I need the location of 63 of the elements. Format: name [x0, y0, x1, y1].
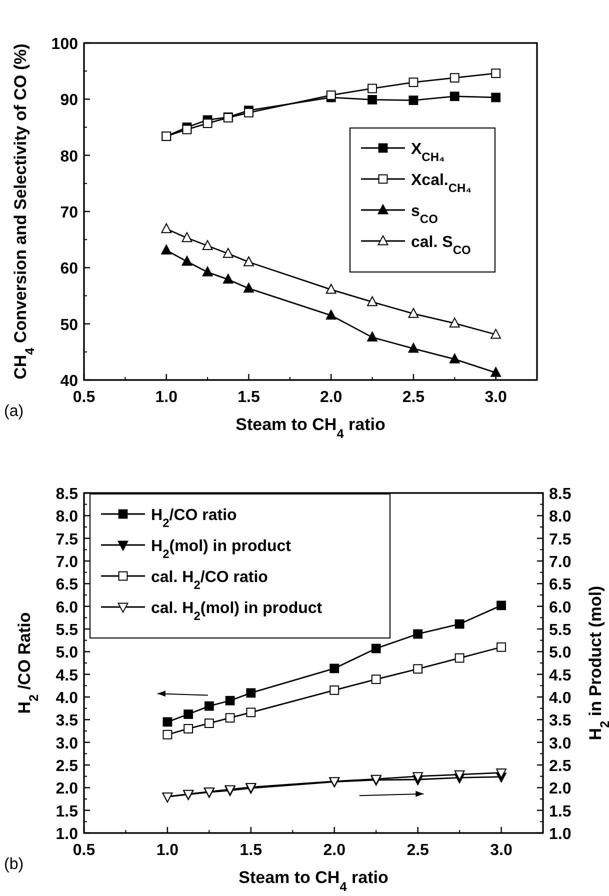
y-tick-label: 1.0 — [56, 826, 78, 843]
y-tick-label: 2.5 — [56, 758, 78, 775]
legend-label: H$_{2}$/CO ratio — [151, 507, 238, 530]
x-tick-label: 1.0 — [155, 389, 178, 406]
y2-tick-label: 8.0 — [549, 508, 572, 526]
y-tick-label: 5.0 — [56, 644, 78, 662]
x-tick-label: 2.5 — [402, 389, 425, 406]
y2-tick-label: 5.5 — [549, 622, 572, 639]
y2-tick-label: 6.0 — [549, 599, 572, 616]
y2-tick-label: 5.0 — [549, 644, 572, 662]
text: (b) — [4, 856, 24, 873]
x-tick-label: 1.0 — [156, 842, 179, 859]
y-tick-label: 70 — [60, 204, 78, 222]
x-tick-label: 1.5 — [238, 389, 260, 406]
y2-tick-label: 3.5 — [549, 712, 572, 730]
y2-tick-label: 1.0 — [549, 826, 572, 843]
y-tick-label: 5.5 — [56, 622, 78, 639]
x-axis-title: Steam to CH$_{4}$ ratio — [236, 415, 386, 440]
y2-tick-label: 7.5 — [549, 531, 572, 548]
legend-label: cal. S$_{CO}$ — [411, 234, 471, 257]
y-tick-label: 6.5 — [56, 576, 78, 594]
y2-tick-label: 2.5 — [549, 758, 572, 775]
y2-tick-label: 1.5 — [549, 803, 572, 820]
legend-label: Xcal.$_{CH₄}$ — [411, 172, 472, 195]
y-tick-label: 60 — [60, 260, 78, 278]
y2-tick-label: 2.0 — [549, 780, 572, 798]
y2-tick-label: 7.0 — [549, 554, 572, 571]
x-tick-label: 1.5 — [240, 842, 262, 859]
x-tick-label: 3.0 — [484, 389, 508, 406]
x-tick-label: 2.0 — [323, 842, 346, 859]
x-tick-label: 2.0 — [320, 389, 342, 406]
x-tick-label: 0.5 — [72, 389, 96, 406]
y-tick-label: 3.0 — [56, 735, 78, 752]
y-tick-label: 100 — [51, 36, 78, 53]
legend-label: s$_{CO}$ — [411, 203, 438, 226]
x-tick-label: 2.5 — [406, 842, 430, 859]
y-tick-label: 2.0 — [56, 780, 78, 798]
y-tick-label: 1.5 — [56, 803, 78, 820]
y-tick-label: 7.0 — [56, 554, 78, 571]
y-tick-label: 6.0 — [56, 599, 78, 616]
y2-tick-label: 6.5 — [549, 576, 572, 594]
y-tick-label: 40 — [60, 373, 78, 390]
y-tick-label: 7.5 — [56, 531, 78, 548]
y-tick-label: 90 — [60, 92, 78, 110]
y2-tick-label: 3.0 — [549, 735, 572, 752]
x-axis-title: Steam to CH$_{4}$ ratio — [238, 868, 388, 894]
legend-label: cal. H$_{2}$/CO ratio — [151, 569, 268, 592]
legend-label: H$_{2}$(mol) in product — [151, 538, 292, 561]
y-tick-label: 8.5 — [56, 486, 78, 503]
y-tick-label: 50 — [60, 316, 78, 334]
legend-label: X$_{CH₄}$ — [411, 141, 446, 164]
y2-tick-label: 4.0 — [549, 690, 572, 707]
y-tick-label: 3.5 — [56, 712, 78, 730]
legend-label: cal. H$_{2}$(mol) in product — [151, 600, 323, 623]
text: (a) — [4, 403, 24, 420]
y2-tick-label: 4.5 — [549, 667, 572, 684]
y2-tick-label: 8.5 — [549, 486, 572, 503]
y-tick-label: 8.0 — [56, 508, 78, 526]
x-tick-label: 0.5 — [72, 842, 96, 859]
y-tick-label: 80 — [60, 148, 78, 166]
x-tick-label: 3.0 — [490, 842, 512, 859]
y-tick-label: 4.0 — [56, 690, 78, 707]
y-tick-label: 4.5 — [56, 667, 78, 684]
